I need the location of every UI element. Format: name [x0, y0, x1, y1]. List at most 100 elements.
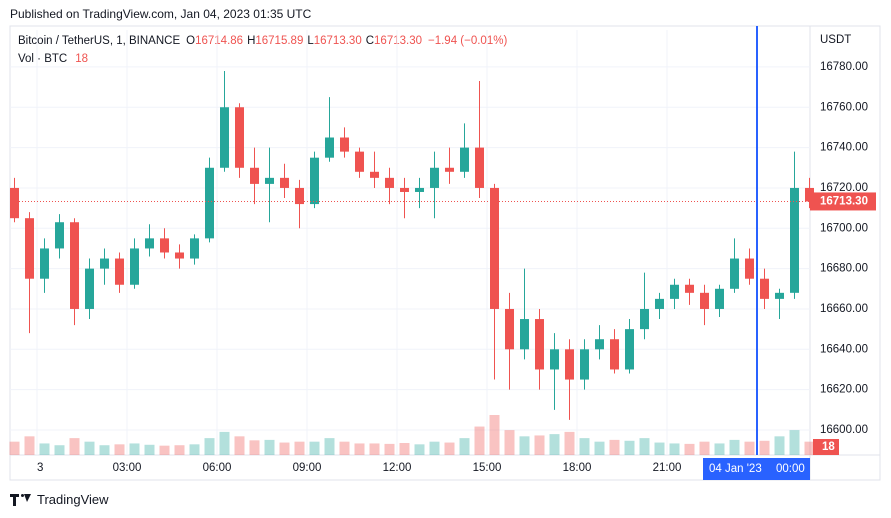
- chart: USDT 16600.00 16620.00 16640.00 16660.00 1668…: [9, 25, 881, 481]
- candle-body: [25, 218, 34, 279]
- volume-bar: [564, 431, 575, 455]
- volume-bar: [39, 443, 50, 455]
- brand: TradingView: [37, 492, 109, 507]
- volume-bar: [804, 441, 815, 455]
- x-tick-label: 3: [37, 462, 43, 474]
- volume-bar: [579, 438, 590, 455]
- plot-frame: [9, 25, 881, 481]
- candle-body: [445, 167, 454, 172]
- volume-bar: [489, 415, 500, 455]
- volume-bar: [129, 443, 140, 455]
- volume-bar: [774, 436, 785, 455]
- volume-bar: [174, 445, 185, 455]
- candle-body: [130, 248, 139, 285]
- volume-bar: [99, 445, 110, 455]
- volume-bar: [654, 442, 665, 455]
- candle-body: [115, 258, 124, 285]
- candle-body: [730, 258, 739, 289]
- candle-body: [400, 187, 409, 192]
- candle-body: [355, 151, 364, 172]
- y-tick-label: 16640.00: [820, 343, 868, 355]
- candle-body: [565, 349, 574, 380]
- published-note: Published on TradingView.com, Jan 04, 20…: [10, 7, 312, 21]
- volume-bar: [624, 440, 635, 455]
- volume-bar: [429, 441, 440, 455]
- candle-body: [670, 284, 679, 299]
- candle-body: [760, 278, 769, 299]
- volume-bar: [609, 439, 620, 455]
- candle-body: [340, 137, 349, 152]
- x-tick-label: 06:00: [203, 462, 232, 474]
- volume-bar: [54, 445, 65, 455]
- candle-body: [610, 339, 619, 370]
- candle-body: [190, 238, 199, 259]
- x-tick-label: 21:00: [653, 462, 682, 474]
- volume-bar: [294, 441, 305, 455]
- volume-bar: [189, 444, 200, 455]
- volume-bar: [459, 438, 470, 455]
- candle-body: [490, 187, 499, 309]
- volume-bar: [234, 436, 245, 455]
- ohlc-item: C16713.30: [366, 35, 422, 47]
- volume-bar: [789, 430, 800, 455]
- volume-bar: [399, 443, 410, 455]
- crosshair-date: 04 Jan '23: [709, 463, 762, 475]
- candle-body: [10, 187, 19, 219]
- volume-bar: [279, 442, 290, 455]
- crosshair-box: [703, 458, 810, 480]
- y-tick-label: 16700.00: [820, 222, 868, 234]
- volume-bar: [759, 440, 770, 455]
- volume-label: Vol · BTC: [18, 53, 68, 65]
- volume-bar: [594, 441, 605, 455]
- candle-body: [205, 167, 214, 239]
- volume-bar: [669, 443, 680, 455]
- candle-body: [385, 177, 394, 188]
- candle-body: [580, 349, 589, 380]
- candle-body: [415, 187, 424, 192]
- candle-body: [430, 167, 439, 188]
- candle-body: [655, 298, 664, 309]
- volume-bar: [309, 441, 320, 455]
- candle-body: [235, 107, 244, 168]
- candle-body: [790, 187, 799, 293]
- footer: TradingView: [10, 492, 109, 507]
- volume-bar: [714, 443, 725, 455]
- volume-bar: [639, 438, 650, 455]
- volume-box: [813, 439, 839, 455]
- y-tick-label: 16600.00: [820, 424, 868, 436]
- volume-bar: [699, 441, 710, 455]
- candle-body: [160, 238, 169, 253]
- volume-bar: [114, 444, 125, 455]
- currency-label: USDT: [820, 34, 851, 46]
- candle-body: [460, 147, 469, 172]
- candle-body: [625, 329, 634, 370]
- ohlc-value: 16713.30: [313, 35, 362, 47]
- candle-body: [145, 238, 154, 249]
- x-tick-label: 03:00: [113, 462, 142, 474]
- volume-bar: [549, 434, 560, 455]
- candle-body: [475, 147, 484, 188]
- volume-bar: [219, 431, 230, 455]
- volume-value: 18: [75, 53, 89, 65]
- y-tick-label: 16660.00: [820, 303, 868, 315]
- volume-bar: [9, 441, 20, 455]
- volume-bar: [444, 442, 455, 455]
- ohlc-item: O16714.86: [186, 35, 243, 47]
- candle-body: [535, 319, 544, 370]
- ohlc-value: 16714.86: [195, 35, 244, 47]
- candle-body: [640, 308, 649, 330]
- candle-body: [100, 258, 109, 269]
- volume-bar: [324, 438, 335, 455]
- candle-body: [505, 308, 514, 350]
- volume-bar: [69, 438, 80, 455]
- x-tick-label: 18:00: [563, 462, 592, 474]
- candle-body: [520, 319, 529, 350]
- x-tick-label: 12:00: [383, 462, 412, 474]
- ohlc-key: C: [365, 35, 375, 47]
- candle-body: [700, 292, 709, 309]
- volume-bar: [249, 440, 260, 455]
- candle-body: [805, 187, 814, 202]
- volume-bar: [519, 436, 530, 455]
- volume-bar: [84, 441, 95, 455]
